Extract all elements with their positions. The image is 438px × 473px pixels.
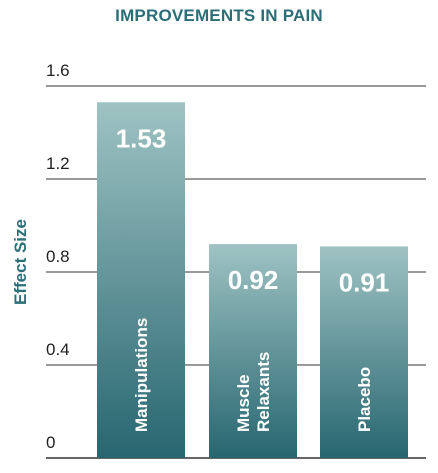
bar-value-label: 1.53 [116,123,167,153]
y-tick-label: 0.4 [46,340,70,359]
category-label: Placebo [355,367,374,432]
chart-title: IMPROVEMENTS IN PAIN [115,6,323,25]
y-axis-label: Effect Size [11,219,30,305]
bar [320,246,408,458]
y-tick-label: 0 [46,433,55,452]
category-label: MuscleRelaxants [234,352,273,432]
y-tick-label: 1.6 [46,61,70,80]
category-label: Manipulations [132,318,151,432]
y-tick-label: 0.8 [46,247,70,266]
bar [97,102,185,459]
bar-value-label: 0.92 [228,265,279,295]
y-tick-label: 1.2 [46,154,70,173]
bar [209,244,297,458]
bar-value-label: 0.91 [339,267,390,297]
